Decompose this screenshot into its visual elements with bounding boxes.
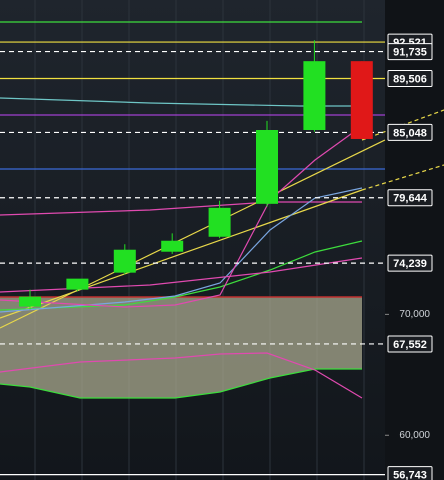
price-label-box xyxy=(387,123,433,141)
price-label: 85,048 xyxy=(393,127,427,139)
price-label: 67,552 xyxy=(393,339,427,351)
cloud xyxy=(0,297,362,398)
price-label: 74,239 xyxy=(393,258,427,270)
candle-body xyxy=(350,61,373,139)
price-label: 79,644 xyxy=(393,193,428,205)
cloud-edge xyxy=(0,368,362,399)
candle-body xyxy=(161,240,184,252)
price-label-box xyxy=(387,189,433,207)
price-label-box xyxy=(387,70,433,88)
candle-body xyxy=(303,61,326,130)
indicator-line xyxy=(0,352,363,399)
price-label: 56,743 xyxy=(393,470,427,480)
candle-body xyxy=(208,207,231,237)
price-label: 89,506 xyxy=(393,73,427,85)
price-label-box xyxy=(387,43,433,61)
candle-body xyxy=(19,296,41,307)
y-tick-label: 70,000 xyxy=(399,309,430,320)
price-label-box xyxy=(387,335,433,353)
candle-body xyxy=(256,129,278,204)
candle-body xyxy=(113,249,136,273)
price-label-box xyxy=(387,254,433,272)
candle-body xyxy=(66,278,89,290)
plot-background xyxy=(0,0,385,480)
y-tick-label: 60,000 xyxy=(399,430,430,441)
price-label-box xyxy=(387,466,433,480)
price-label: 91,735 xyxy=(393,46,427,58)
